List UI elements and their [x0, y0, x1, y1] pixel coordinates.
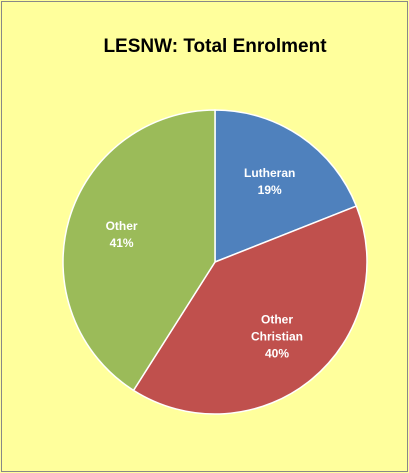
- chart-title: LESNW: Total Enrolment: [103, 36, 327, 57]
- data-label-category: Other: [105, 218, 138, 233]
- data-label-value: 40%: [264, 346, 290, 361]
- data-label: Other Christian 40%: [241, 311, 313, 362]
- data-label-category: Lutheran: [244, 165, 296, 180]
- data-label: Other 41%: [86, 218, 158, 252]
- pie-slice: [214, 109, 358, 264]
- data-label-value: 41%: [109, 235, 134, 250]
- data-label: Lutheran 19%: [234, 165, 306, 199]
- pie-slice: [132, 205, 368, 415]
- pie-slice: [62, 109, 216, 392]
- data-label-category: Other Christian: [250, 312, 303, 344]
- data-label-value: 19%: [257, 182, 282, 197]
